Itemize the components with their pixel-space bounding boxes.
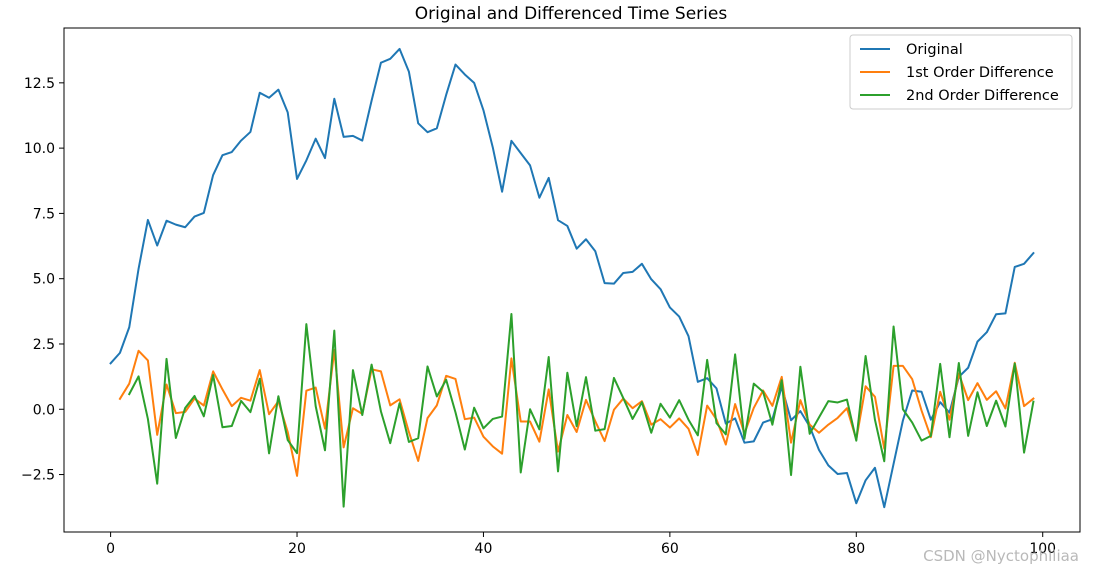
plot-area bbox=[109, 47, 1035, 509]
series-line-1 bbox=[109, 47, 1035, 509]
x-tick-label: 100 bbox=[1029, 541, 1056, 557]
axes: 0 20 40 60 80 100 −2.5 0.0 2.5 5.0 7.5 10.0 12.5 bbox=[21, 27, 1081, 557]
y-tick-label: 5.0 bbox=[33, 272, 55, 288]
y-tick-label: 7.5 bbox=[33, 206, 55, 222]
y-tick-label: 12.5 bbox=[24, 76, 55, 92]
y-tick-label: −2.5 bbox=[21, 468, 55, 484]
legend-label-2: 1st Order Difference bbox=[906, 65, 1054, 81]
x-tick-label: 40 bbox=[475, 541, 493, 557]
x-tick-label: 80 bbox=[847, 541, 865, 557]
legend: Original 1st Order Difference 2nd Order Di… bbox=[849, 34, 1073, 110]
legend-box bbox=[849, 34, 1073, 110]
legend-label-1: Original bbox=[906, 42, 963, 58]
legend-label-3: 2nd Order Difference bbox=[906, 88, 1059, 104]
x-tick-label: 60 bbox=[661, 541, 679, 557]
y-tick-label: 10.0 bbox=[24, 141, 55, 157]
plot-frame bbox=[63, 27, 1081, 533]
chart-title: Original and Differenced Time Series bbox=[415, 4, 728, 24]
y-tick-label: 0.0 bbox=[33, 402, 55, 418]
watermark-text: CSDN @Nyctophiliaa bbox=[923, 547, 1079, 565]
series-line-2 bbox=[118, 348, 1035, 477]
y-tick-label: 2.5 bbox=[33, 337, 55, 353]
x-tick-label: 0 bbox=[106, 541, 115, 557]
x-tick-label: 20 bbox=[288, 541, 306, 557]
series-line-3 bbox=[127, 312, 1035, 508]
